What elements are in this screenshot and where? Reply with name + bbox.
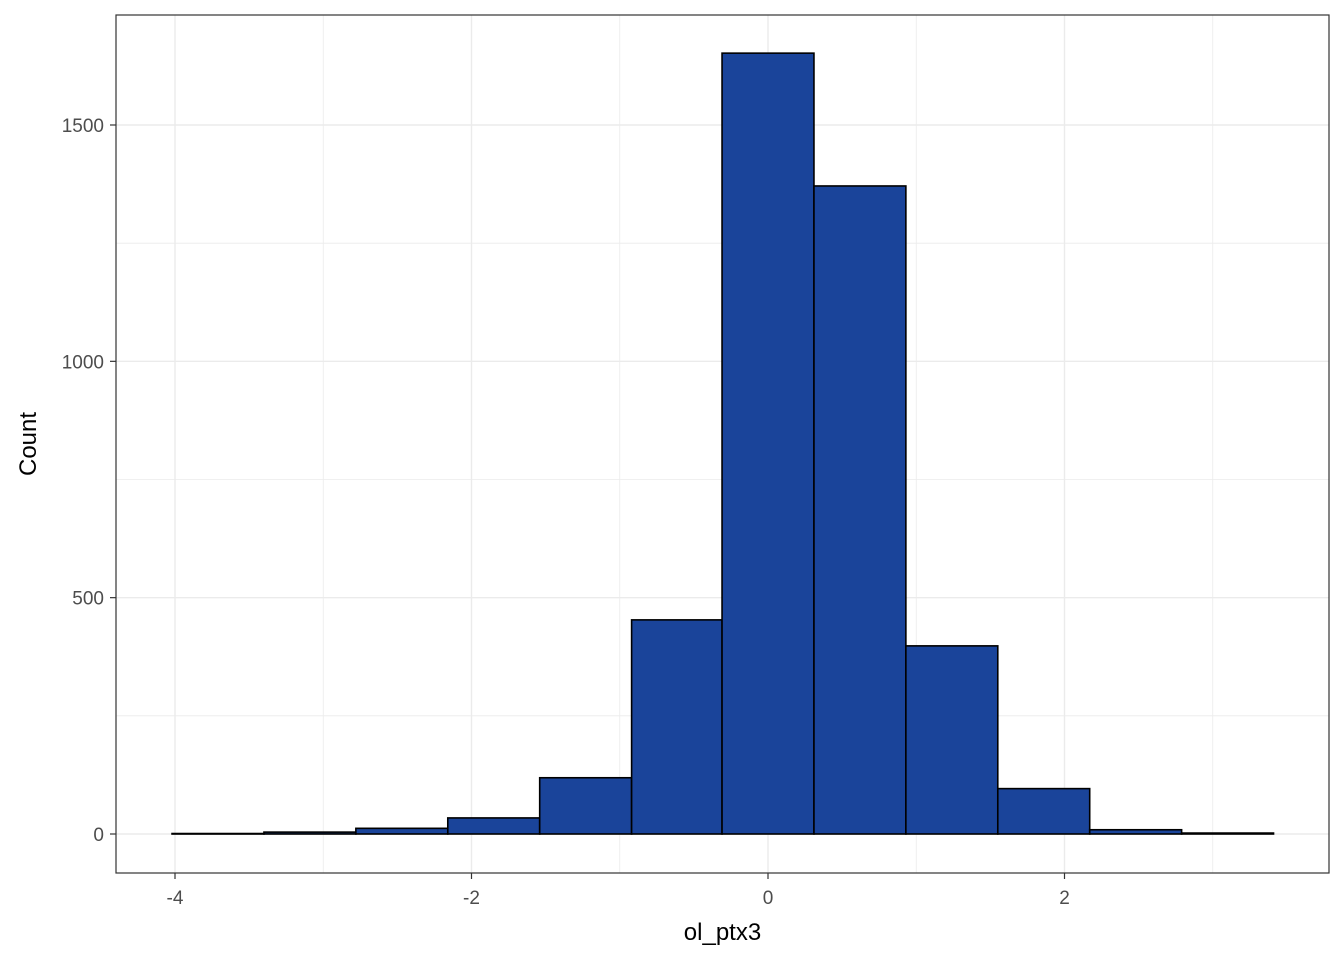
histogram-bar (813, 185, 907, 835)
y-tick-label: 500 (72, 589, 104, 610)
y-tick-label: 1000 (62, 352, 104, 373)
histogram-bar (630, 619, 723, 835)
histogram-bar (1088, 828, 1183, 835)
x-tick-label: -2 (463, 888, 480, 909)
histogram-bar (538, 776, 633, 835)
x-tick-label: 2 (1059, 888, 1070, 909)
histogram-bar (446, 817, 541, 835)
x-axis-title: ol_ptx3 (684, 919, 761, 946)
y-tick-label: 1500 (62, 116, 104, 137)
y-tick-label: 0 (93, 825, 104, 846)
histogram-bar (721, 52, 815, 835)
histogram-bar (355, 827, 449, 835)
histogram-bar (905, 645, 999, 835)
histogram-bar (263, 831, 357, 835)
histogram-bars (171, 52, 1275, 835)
y-axis-title: Count (15, 412, 42, 476)
x-tick-label: -4 (167, 888, 184, 909)
x-axis-ticks: -4 -2 0 2 (167, 873, 1070, 909)
panel-border (115, 14, 1330, 874)
y-axis-ticks: 0 500 1000 1500 (62, 116, 116, 846)
histogram-bar (996, 787, 1091, 835)
histogram-bar (171, 832, 265, 835)
x-tick-label: 0 (763, 888, 774, 909)
histogram-bar (1180, 832, 1275, 835)
